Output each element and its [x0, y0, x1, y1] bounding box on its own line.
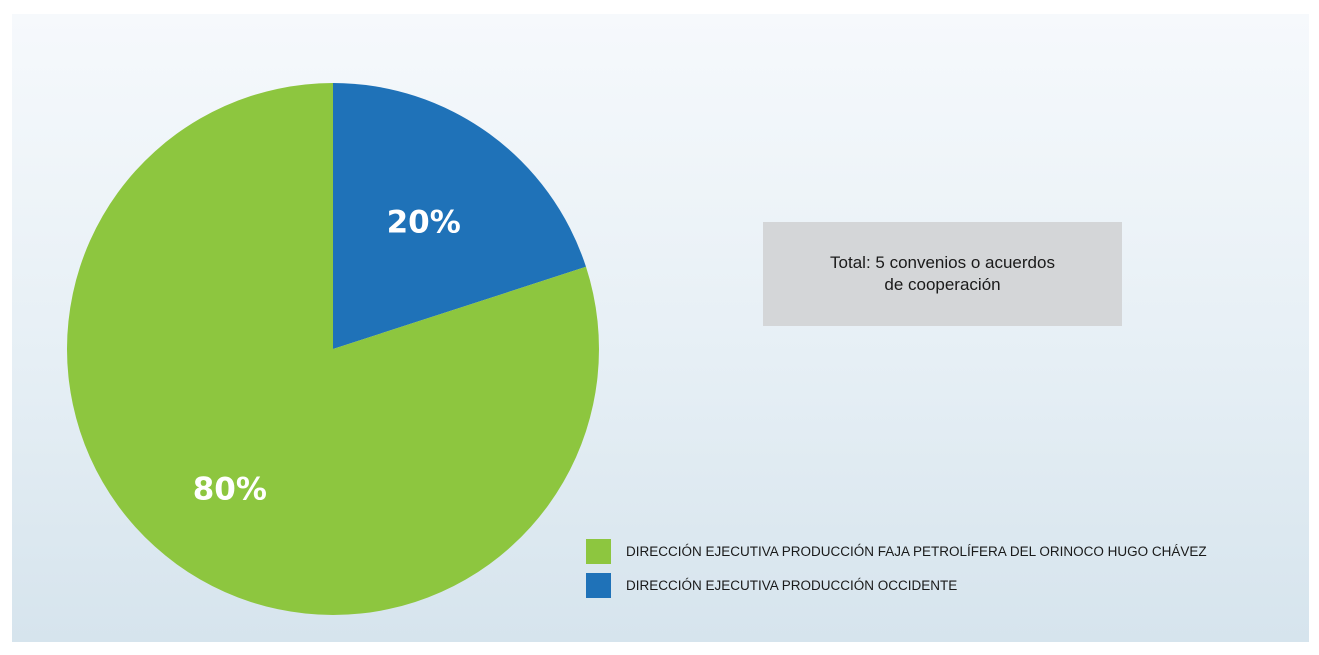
legend-label-faja: DIRECCIÓN EJECUTIVA PRODUCCIÓN FAJA PETR… — [626, 544, 1207, 559]
pie-slice-occidente — [333, 83, 586, 349]
pie-label-occidente: 20% — [387, 205, 461, 241]
pie-slices — [66, 83, 599, 615]
pie-chart: 20% 80% — [66, 83, 599, 615]
legend-label-occidente: DIRECCIÓN EJECUTIVA PRODUCCIÓN OCCIDENTE — [626, 578, 958, 593]
legend-item-occidente: DIRECCIÓN EJECUTIVA PRODUCCIÓN OCCIDENTE — [586, 573, 1207, 598]
legend-swatch-occidente — [586, 573, 611, 598]
total-annotation-line-2: de cooperación — [884, 275, 1001, 294]
chart-panel: 20% 80% Total: 5 convenios o acuerdos de … — [12, 14, 1309, 642]
total-annotation-line-1: Total: 5 convenios o acuerdos — [830, 253, 1055, 272]
legend: DIRECCIÓN EJECUTIVA PRODUCCIÓN FAJA PETR… — [586, 539, 1207, 607]
pie-slice-faja — [66, 83, 599, 615]
legend-item-faja: DIRECCIÓN EJECUTIVA PRODUCCIÓN FAJA PETR… — [586, 539, 1207, 564]
pie-labels: 20% 80% — [193, 205, 461, 508]
total-annotation: Total: 5 convenios o acuerdos de coopera… — [763, 222, 1122, 326]
legend-swatch-faja — [586, 539, 611, 564]
pie-label-faja: 80% — [193, 472, 267, 508]
